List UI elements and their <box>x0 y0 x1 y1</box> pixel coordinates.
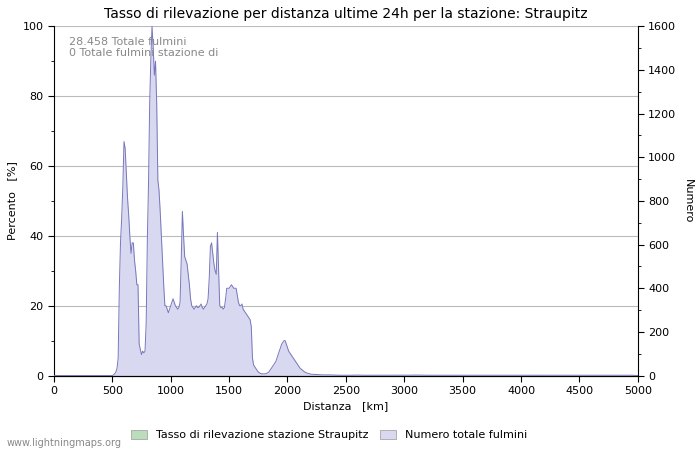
Y-axis label: Numero: Numero <box>683 179 693 223</box>
Text: www.lightningmaps.org: www.lightningmaps.org <box>7 438 122 448</box>
Legend: Tasso di rilevazione stazione Straupitz, Numero totale fulmini: Tasso di rilevazione stazione Straupitz,… <box>126 425 532 445</box>
Title: Tasso di rilevazione per distanza ultime 24h per la stazione: Straupitz: Tasso di rilevazione per distanza ultime… <box>104 7 588 21</box>
Y-axis label: Percento   [%]: Percento [%] <box>7 162 17 240</box>
X-axis label: Distanza   [km]: Distanza [km] <box>303 401 389 412</box>
Text: 28.458 Totale fulmini
0 Totale fulmini stazione di: 28.458 Totale fulmini 0 Totale fulmini s… <box>69 37 218 58</box>
